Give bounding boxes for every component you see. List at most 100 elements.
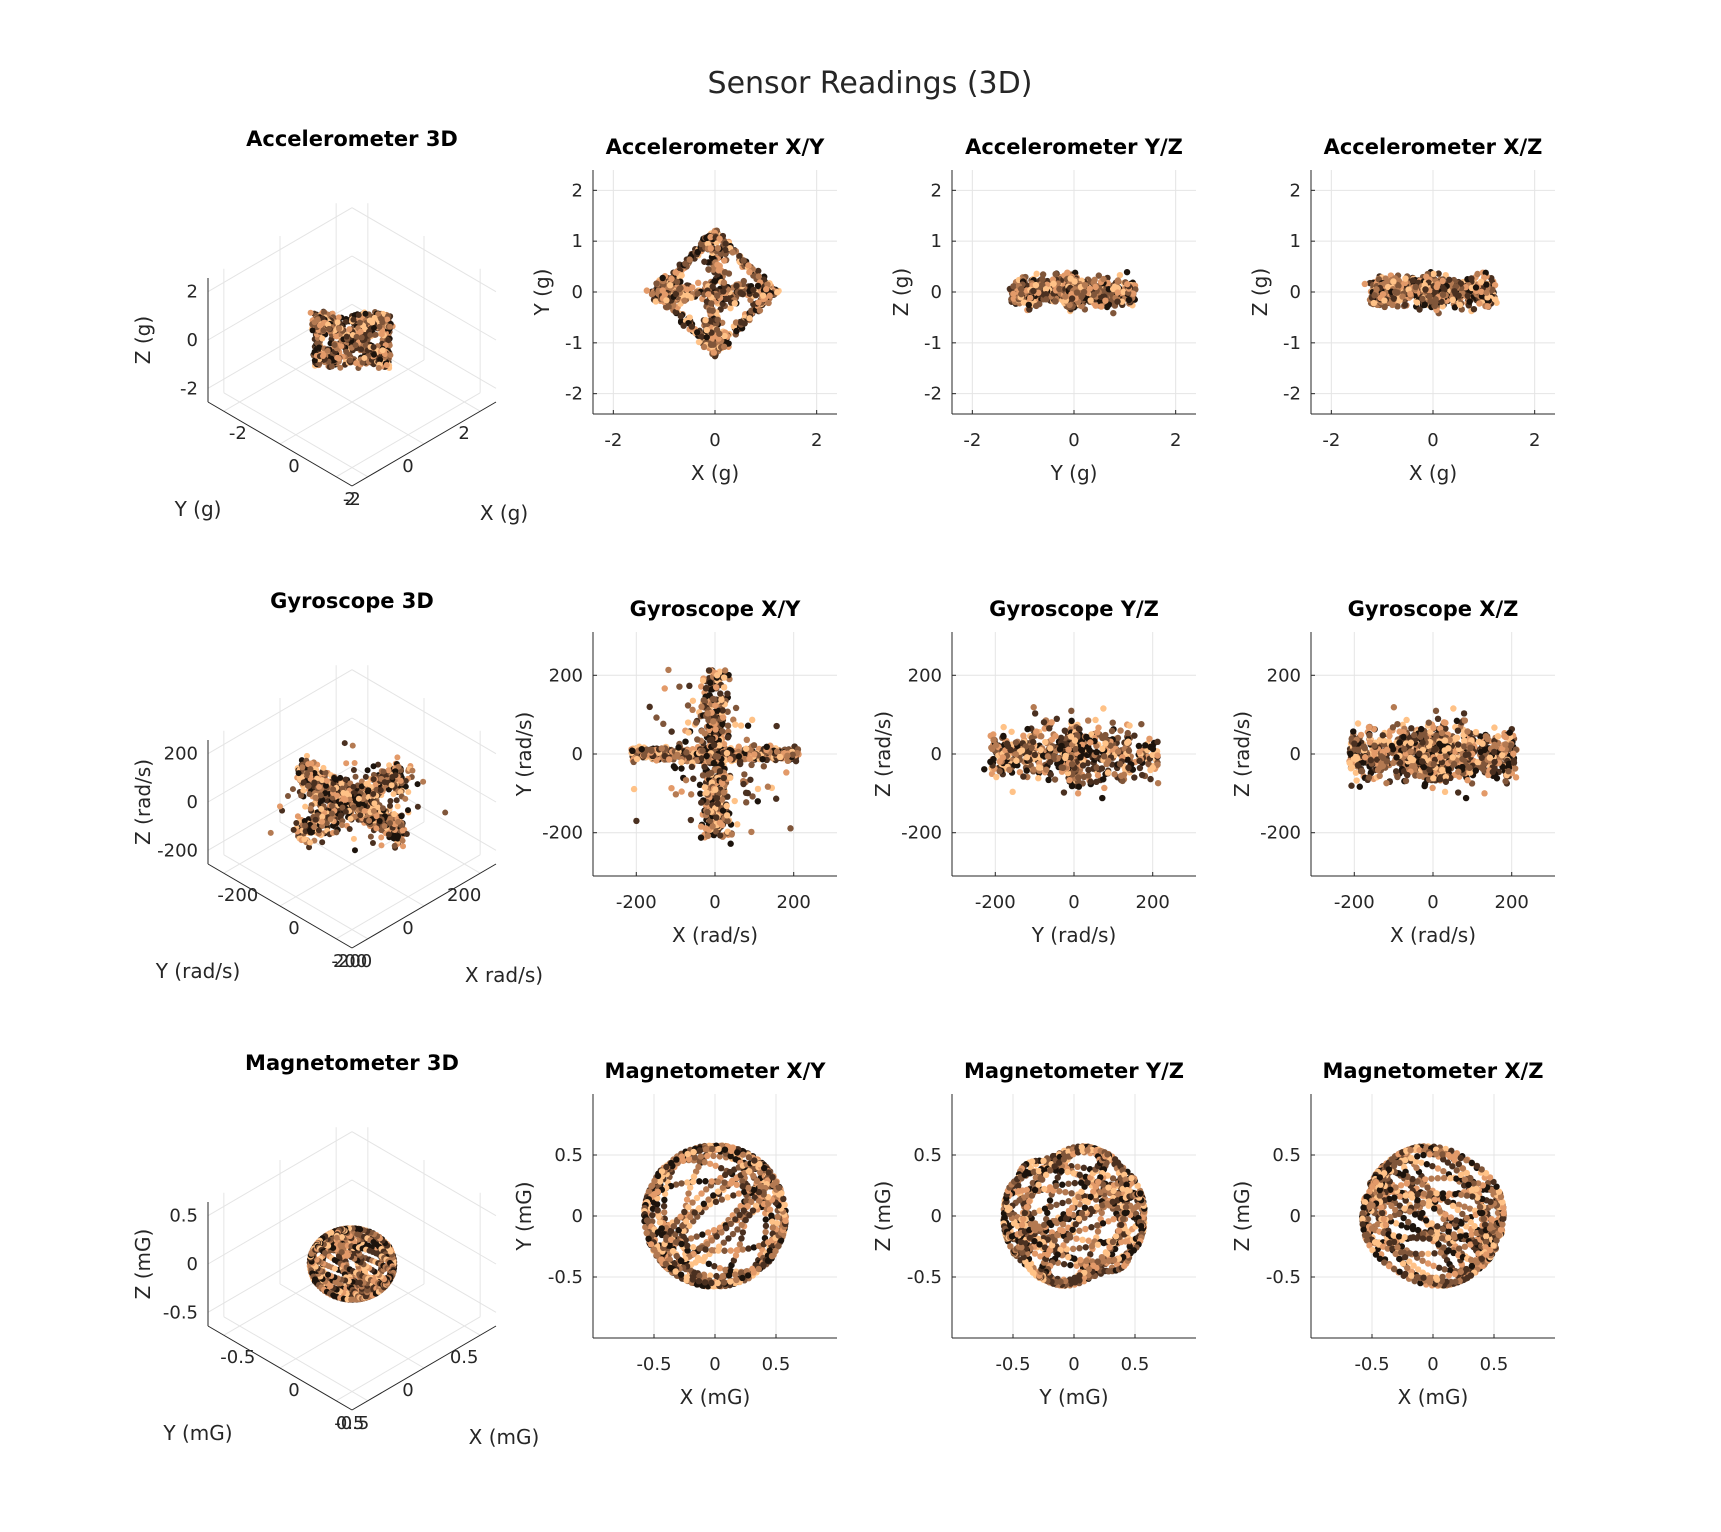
y-tick-label: 0 — [1290, 282, 1301, 303]
data-point — [745, 262, 752, 269]
data-point — [307, 309, 314, 316]
data-point — [666, 281, 674, 289]
data-point — [755, 299, 762, 306]
data-point — [707, 341, 715, 348]
data-point — [346, 326, 353, 333]
data-point — [1439, 291, 1447, 298]
data-point — [1477, 278, 1485, 285]
data-point — [1103, 303, 1111, 311]
data-point — [755, 273, 762, 280]
data-point — [353, 360, 360, 367]
y-tick-label: 2 — [1290, 180, 1301, 201]
data-point — [653, 280, 660, 287]
y-tick-label: -2 — [924, 384, 942, 405]
data-point — [701, 258, 708, 265]
data-point — [722, 240, 729, 247]
data-point — [324, 347, 331, 354]
data-point — [362, 310, 369, 317]
data-point — [694, 290, 701, 297]
data-point — [1033, 270, 1040, 278]
y-tick-label: 0 — [572, 282, 583, 303]
data-point — [673, 278, 681, 286]
x-axis-label: Y (g) — [1050, 461, 1098, 485]
data-point — [379, 347, 386, 354]
data-point — [1394, 289, 1401, 296]
panel-title: Gyroscope X/Y — [630, 597, 802, 621]
data-point — [710, 349, 718, 356]
y-tick-label: -1 — [1283, 333, 1301, 354]
y-tick-label: 2 — [931, 180, 942, 201]
figure-title: Sensor Readings (3D) — [708, 66, 1033, 101]
data-point — [377, 356, 384, 363]
data-point — [1433, 283, 1440, 291]
data-point — [705, 266, 712, 273]
y-tick-label: 1 — [572, 231, 583, 252]
x-tick-label: 2 — [1529, 430, 1540, 451]
data-point — [1080, 288, 1088, 296]
data-point — [1370, 299, 1378, 307]
data-point — [1421, 301, 1428, 309]
data-point — [1492, 296, 1499, 303]
data-point — [1409, 277, 1417, 284]
data-point — [709, 307, 716, 314]
data-point — [1449, 296, 1457, 304]
data-point — [716, 235, 723, 242]
x-tick-label: -2 — [1322, 430, 1340, 451]
z-tick-label: -2 — [180, 378, 198, 399]
data-point — [358, 346, 365, 353]
x-axis-label: X (g) — [1409, 461, 1457, 485]
data-point — [1042, 296, 1050, 303]
y-tick-label: -1 — [565, 333, 583, 354]
data-point — [714, 316, 721, 324]
y-axis-label: Z (g) — [889, 268, 913, 316]
data-point — [702, 316, 709, 324]
data-point — [387, 323, 394, 330]
data-point — [1389, 301, 1396, 309]
data-point — [1472, 284, 1480, 291]
data-point — [1092, 302, 1099, 309]
data-point — [316, 344, 323, 351]
data-point — [361, 355, 368, 362]
y-tick-label: 1 — [1290, 231, 1301, 252]
data-point — [686, 314, 693, 321]
data-point — [633, 755, 641, 763]
data-point — [1484, 303, 1491, 310]
data-point — [1098, 303, 1105, 310]
data-point — [1456, 301, 1464, 309]
data-point — [721, 269, 729, 276]
data-point — [676, 285, 683, 293]
data-point — [713, 326, 721, 333]
data-point — [659, 274, 666, 282]
data-point — [1464, 292, 1471, 300]
data-point — [721, 257, 728, 264]
data-point — [727, 304, 734, 312]
data-point — [742, 745, 750, 752]
data-point — [355, 312, 362, 319]
data-point — [1402, 275, 1409, 282]
data-point — [1102, 297, 1109, 304]
data-point — [729, 249, 736, 256]
data-point — [677, 312, 684, 320]
data-point — [1426, 292, 1433, 300]
data-point — [331, 342, 338, 349]
data-point — [705, 291, 712, 298]
data-point — [763, 286, 770, 293]
data-point — [765, 299, 772, 307]
data-point — [1476, 300, 1483, 307]
data-point — [766, 292, 773, 299]
data-point — [1470, 305, 1478, 313]
data-point — [309, 327, 316, 334]
data-point — [674, 751, 681, 758]
data-point — [1390, 278, 1397, 285]
data-point — [1039, 276, 1046, 283]
panel-title: Accelerometer 3D — [246, 127, 458, 151]
data-point — [759, 292, 767, 299]
data-point — [1123, 268, 1131, 276]
x-tick-label: 0 — [288, 456, 299, 477]
data-point — [378, 315, 385, 322]
data-point — [1390, 295, 1398, 302]
y-axis-label: Y (g) — [174, 497, 222, 521]
y-axis-label: Y (g) — [530, 269, 554, 317]
